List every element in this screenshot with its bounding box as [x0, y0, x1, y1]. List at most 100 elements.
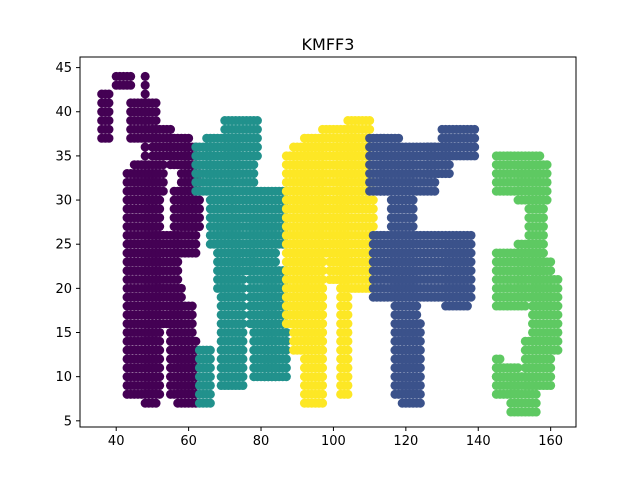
scatter-point	[553, 345, 563, 355]
scatter-point	[191, 230, 201, 240]
scatter-point	[176, 283, 186, 293]
scatter-point	[412, 266, 422, 276]
scatter-point	[194, 222, 204, 232]
scatter-point	[318, 398, 328, 408]
scatter-point	[151, 169, 161, 179]
scatter-point	[238, 301, 248, 311]
y-tick-label: 40	[55, 105, 72, 120]
y-tick-label: 15	[55, 326, 72, 341]
scatter-point	[151, 372, 161, 382]
x-tick-label: 60	[180, 434, 197, 449]
scatter-point	[252, 151, 262, 161]
scatter-point	[531, 389, 541, 399]
scatter-point	[546, 336, 556, 346]
scatter-point	[408, 186, 418, 196]
scatter-point	[538, 230, 548, 240]
scatter-point	[151, 213, 161, 223]
scatter-point	[173, 257, 183, 267]
x-tick-label: 160	[538, 434, 563, 449]
scatter-point	[553, 283, 563, 293]
series-1	[97, 71, 204, 408]
scatter-point	[252, 133, 262, 143]
scatter-point	[462, 266, 472, 276]
scatter-point	[249, 177, 259, 187]
scatter-point	[513, 363, 523, 373]
scatter-point	[151, 345, 161, 355]
scatter-point	[140, 71, 150, 81]
scatter-point	[357, 142, 367, 152]
scatter-point	[412, 310, 422, 320]
scatter-point	[187, 319, 197, 329]
scatter-point	[151, 327, 161, 338]
scatter-point	[462, 292, 472, 302]
scatter-point	[430, 186, 440, 196]
x-tick-label: 120	[393, 434, 418, 449]
scatter-point	[151, 222, 161, 232]
scatter-point	[270, 336, 281, 346]
scatter-point	[470, 142, 480, 152]
scatter-point	[531, 372, 541, 382]
scatter-point	[553, 292, 563, 302]
scatter-point	[252, 142, 262, 152]
scatter-point	[365, 124, 375, 134]
scatter-point	[415, 319, 425, 329]
scatter-point	[365, 116, 375, 126]
scatter-point	[415, 372, 425, 382]
scatter-point	[412, 301, 422, 311]
scatter-point	[357, 169, 367, 179]
scatter-point	[140, 116, 150, 126]
scatter-point	[343, 319, 353, 329]
scatter-point	[343, 283, 353, 293]
scatter-point	[205, 380, 215, 391]
scatter-point	[462, 301, 472, 311]
scatter-point	[140, 89, 150, 99]
scatter-point	[151, 398, 161, 408]
scatter-point	[318, 327, 328, 338]
scatter-point	[368, 195, 378, 205]
x-tick-label: 80	[253, 434, 270, 449]
axes: 40 60 80 100 120 140 160 5 10 15 20 25 30 35 40 45	[55, 56, 577, 449]
scatter-point	[140, 142, 150, 152]
scatter-point	[343, 257, 353, 267]
scatter-point	[238, 275, 248, 285]
y-tick-label: 10	[55, 370, 72, 385]
scatter-point	[408, 213, 418, 223]
scatter-point	[270, 257, 281, 267]
scatter-point	[318, 257, 328, 267]
scatter-point	[191, 248, 201, 258]
scatter-point	[104, 116, 114, 126]
scatter-point	[470, 133, 480, 143]
scatter-point	[462, 239, 472, 249]
scatter-point	[194, 204, 204, 214]
scatter-point	[281, 345, 291, 355]
scatter-point	[415, 336, 425, 346]
scatter-point	[249, 169, 259, 179]
scatter-point	[270, 319, 281, 329]
scatter-point	[343, 266, 353, 276]
scatter-point	[343, 363, 353, 373]
scatter-point	[191, 239, 201, 249]
scatter-point	[151, 107, 161, 117]
scatter-point	[173, 266, 183, 276]
scatter-point	[357, 160, 367, 170]
series-5	[491, 151, 563, 417]
scatter-point	[238, 363, 248, 373]
scatter-point	[546, 257, 556, 267]
scatter-point	[281, 363, 291, 373]
scatter-point	[462, 248, 472, 258]
scatter-point	[538, 222, 548, 232]
scatter-point	[343, 389, 353, 399]
scatter-point	[470, 151, 480, 161]
scatter-point	[151, 380, 161, 391]
scatter-point	[513, 389, 523, 399]
scatter-point	[238, 380, 248, 391]
scatter-point	[104, 98, 114, 108]
y-tick-label: 30	[55, 194, 72, 209]
scatter-point	[408, 222, 418, 232]
series-3	[281, 116, 378, 408]
scatter-point	[194, 195, 204, 205]
scatter-point	[176, 292, 186, 302]
scatter-point	[249, 160, 259, 170]
scatter-point	[357, 186, 367, 196]
scatter-point	[104, 133, 114, 143]
